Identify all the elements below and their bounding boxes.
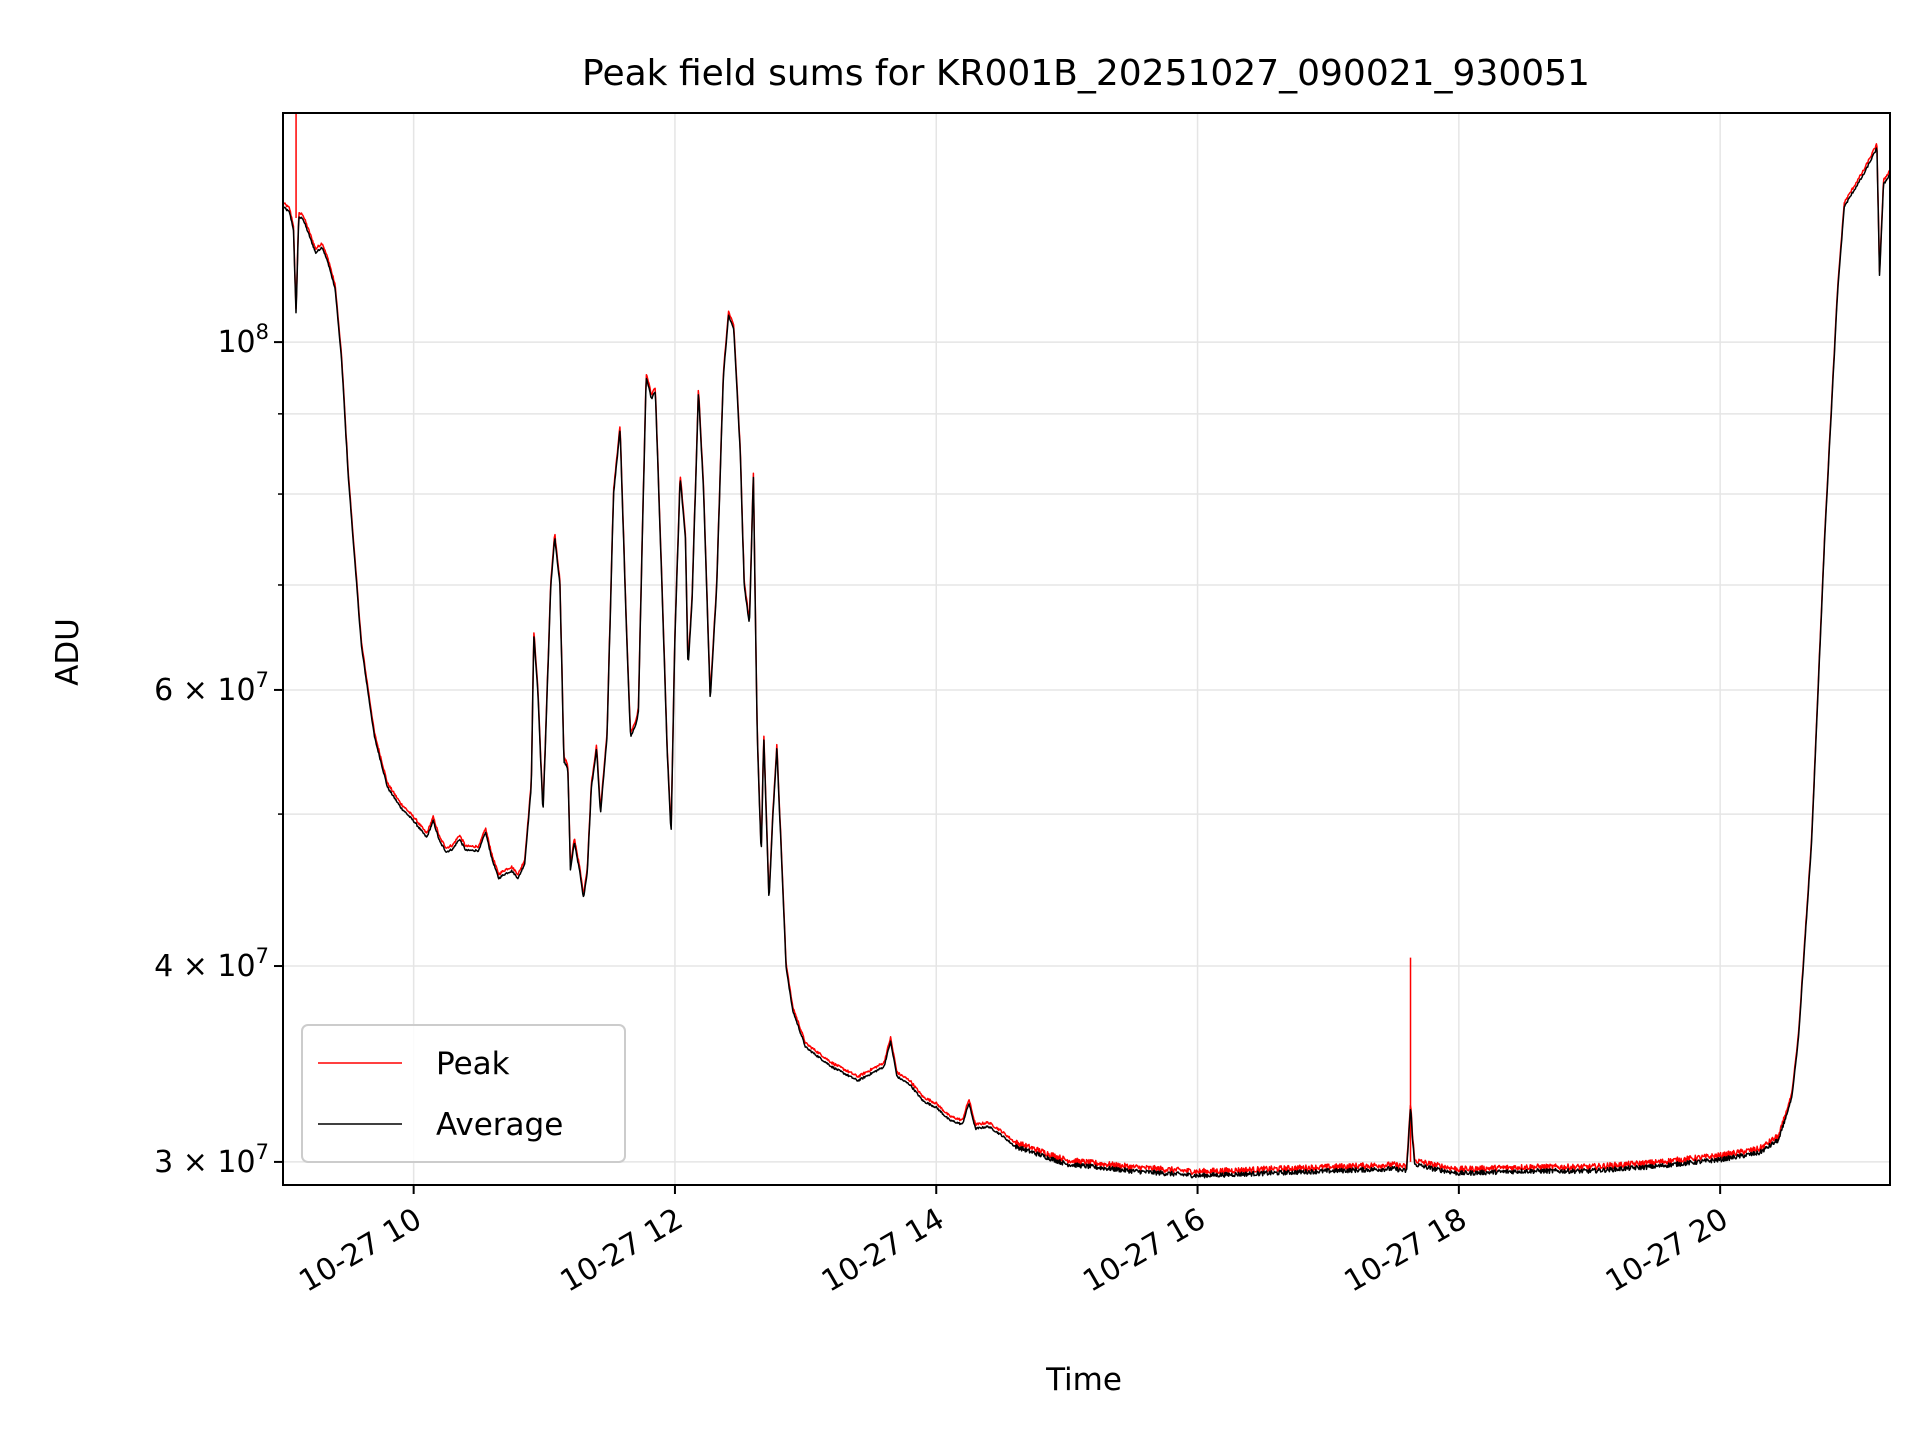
y-tick-label-base: 4 × 10 [154,949,255,984]
y-tick-label-base: 10 [217,325,255,360]
y-tick-label-base: 6 × 10 [154,673,255,708]
legend: Peak Average [301,1024,626,1163]
y-tick-label-exponent: 7 [256,1140,269,1164]
legend-label-peak: Peak [436,1046,510,1082]
y-axis-label: ADU [50,618,86,686]
legend-box [301,1024,626,1163]
legend-label-average: Average [436,1107,563,1143]
y-tick-label: 6 × 107 [154,668,269,708]
y-tick-label-exponent: 8 [256,320,269,344]
plot-frame [282,112,1891,1186]
x-axis-label: Time [1045,1362,1122,1398]
y-tick-label: 3 × 107 [154,1140,269,1180]
y-tick-label: 108 [217,320,269,360]
y-tick-label: 4 × 107 [154,944,269,984]
y-tick-label-base: 3 × 10 [154,1145,255,1180]
chart-title: Peak field sums for KR001B_20251027_0900… [582,53,1590,94]
y-tick-label-exponent: 7 [256,668,269,692]
y-tick-label-exponent: 7 [256,944,269,968]
series-group [282,113,1891,1179]
series-line-average [282,147,1891,1179]
